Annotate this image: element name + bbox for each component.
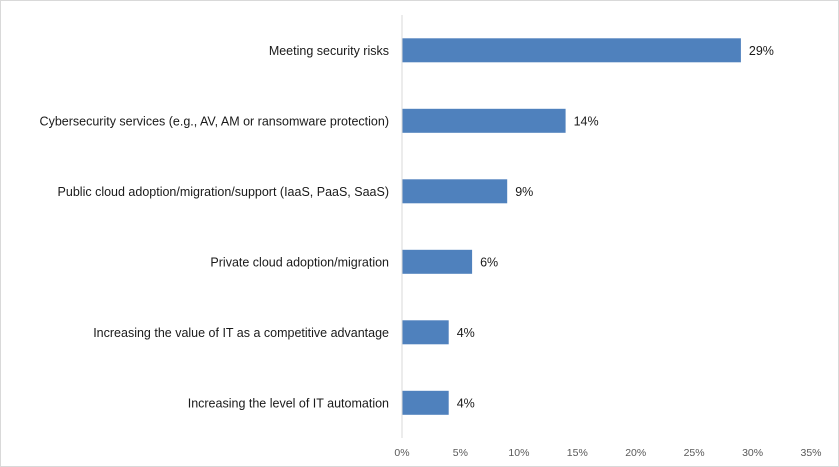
category-label: Increasing the value of IT as a competit…	[93, 326, 389, 340]
x-tick-label: 25%	[684, 447, 705, 459]
x-tick-label: 5%	[453, 447, 468, 459]
bar	[402, 179, 508, 204]
data-label: 14%	[574, 114, 599, 128]
bar	[402, 108, 566, 133]
data-label: 9%	[515, 185, 533, 199]
x-tick-label: 0%	[394, 447, 409, 459]
data-label: 4%	[457, 326, 475, 340]
bar	[402, 320, 449, 345]
bars-group	[402, 38, 741, 415]
x-tick-label: 15%	[567, 447, 588, 459]
data-label: 6%	[480, 255, 498, 269]
category-label: Public cloud adoption/migration/support …	[58, 185, 389, 199]
data-label: 29%	[749, 44, 774, 58]
x-tick-label: 20%	[625, 447, 646, 459]
value-labels: 29% 14% 9% 6% 4% 4%	[457, 44, 774, 410]
category-label: Cybersecurity services (e.g., AV, AM or …	[40, 114, 389, 128]
category-label: Meeting security risks	[269, 44, 389, 58]
bar	[402, 249, 473, 274]
x-tick-label: 30%	[742, 447, 763, 459]
category-label: Private cloud adoption/migration	[210, 255, 389, 269]
category-labels: Meeting security risks Cybersecurity serv…	[40, 44, 389, 410]
bar	[402, 38, 741, 63]
x-tick-label: 10%	[508, 447, 529, 459]
x-tick-label: 35%	[800, 447, 821, 459]
category-label: Increasing the level of IT automation	[188, 396, 389, 410]
bar	[402, 390, 449, 415]
data-label: 4%	[457, 396, 475, 410]
x-axis-ticks: 0% 5% 10% 15% 20% 25% 30% 35%	[394, 447, 821, 459]
